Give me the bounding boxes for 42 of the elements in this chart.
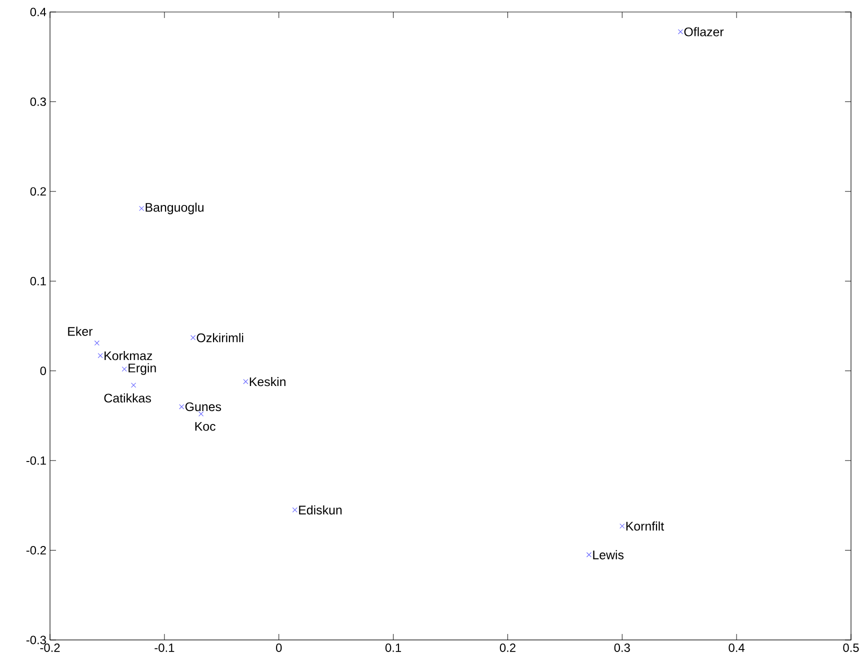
annotation: Ediskun [299,505,342,514]
annotation: Keskin [250,377,286,386]
x-tick-label: -0.2 [40,644,60,652]
annotation: Ozkirimli [196,333,244,342]
y-tick-label: -0.1 [26,456,46,465]
x-tick-label: 0.1 [385,644,402,652]
point [243,379,248,384]
point [678,29,684,34]
annotation: Oflazer [684,27,724,36]
annotation: Banguoglu [146,202,204,214]
point [198,411,204,416]
annotation: Gunes [185,402,222,412]
point [586,552,592,558]
point [122,366,127,372]
y-tick-label: -0.3 [26,636,46,644]
point [94,340,100,346]
x-tick-label: 0.5 [843,644,859,652]
annotation: Ergin [128,363,156,375]
y-tick-label: 0.2 [30,187,46,196]
annotation: Korkmaz [104,351,152,360]
x-tick-label: -0.1 [154,644,174,652]
annotation: Kornfilt [626,521,664,531]
x-tick-label: 0.2 [500,644,516,652]
annotation: Koc [195,422,216,431]
point [620,523,625,529]
point [130,382,136,388]
annotation: Catikkas [104,393,151,403]
y-tick-label: 0 [40,366,46,376]
y-tick-label: 0.4 [30,8,46,16]
point [179,404,184,410]
y-tick-label: -0.2 [26,546,46,554]
x-tick-label: 0.3 [614,644,630,652]
point [98,353,103,358]
y-tick-label: 0.1 [30,276,46,286]
point [190,335,196,340]
point [292,507,298,512]
y-tick-label: 0.3 [30,97,46,106]
annotation: Lewis [593,550,624,560]
point [138,206,144,212]
annotation: Eker [68,326,93,336]
x-tick-label: 0 [276,644,282,652]
x-tick-label: 0.4 [728,644,745,652]
